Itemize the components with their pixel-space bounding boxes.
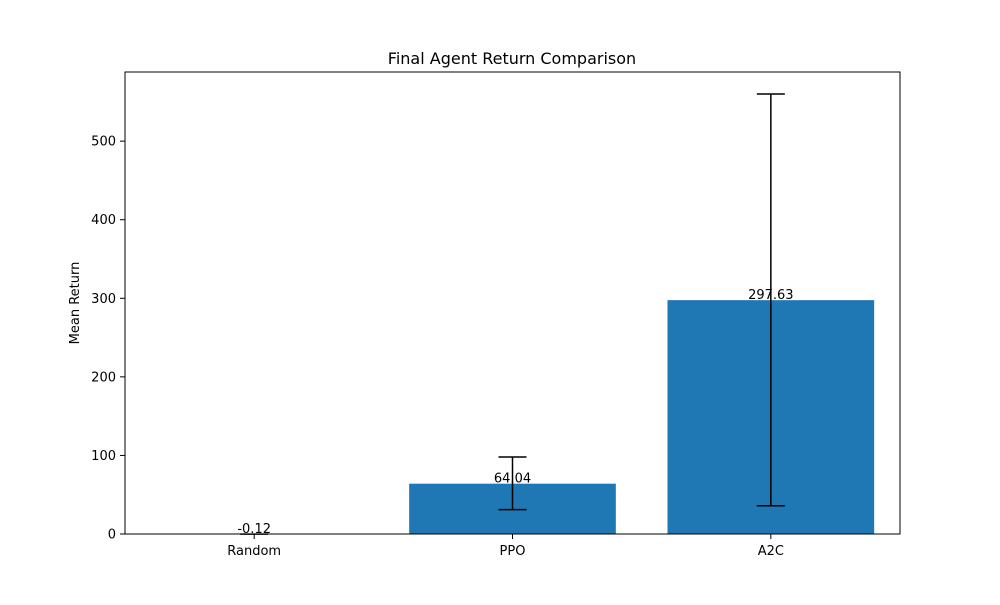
y-tick-label: 300 (91, 292, 116, 307)
x-tick-label: Random (227, 544, 281, 559)
y-tick-label: 0 (108, 528, 116, 543)
chart-marks: 0 100 200 300 400 500 Random -0.12 PPO 64.04 A2C 29… (91, 94, 874, 559)
x-tick-label: A2C (758, 544, 784, 559)
data-label: 64.04 (494, 472, 531, 487)
data-label: 297.63 (748, 288, 794, 303)
data-label: -0.12 (237, 522, 271, 537)
y-tick-label: 500 (91, 135, 116, 150)
y-tick-label: 400 (91, 213, 116, 228)
y-axis-label: Mean Return (68, 262, 83, 345)
chart-title: Final Agent Return Comparison (388, 49, 636, 68)
y-tick-label: 100 (91, 449, 116, 464)
x-tick-label: PPO (500, 544, 526, 559)
y-tick-label: 200 (91, 370, 116, 385)
